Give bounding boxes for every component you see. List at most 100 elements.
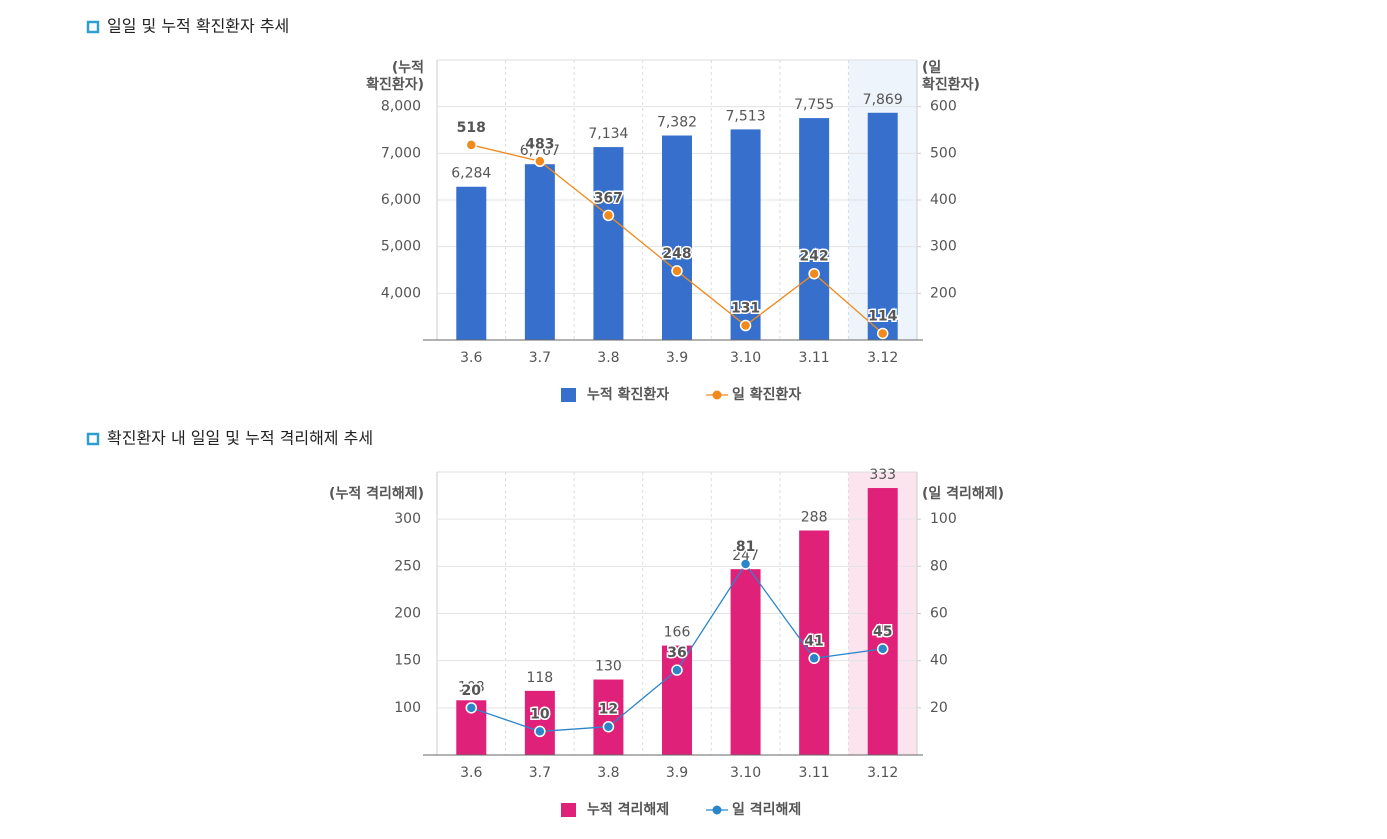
- line-label: 518: [457, 120, 486, 136]
- y2-axis-label: 확진환자): [922, 76, 980, 93]
- line-point: [465, 702, 478, 714]
- y2-tick-label: 400: [930, 192, 957, 208]
- bar-label: 288: [801, 509, 828, 525]
- y2-axis-label: (일: [922, 60, 941, 76]
- y-tick-label: 5,000: [381, 239, 421, 255]
- bar-label: 7,869: [863, 92, 903, 108]
- bar: [662, 645, 692, 755]
- x-tick-label: 3.6: [460, 350, 482, 366]
- line-point: [808, 267, 820, 280]
- bar-label: 166: [664, 625, 691, 641]
- line-label: 45: [873, 624, 892, 640]
- line-label: 41: [804, 633, 823, 649]
- x-tick-label: 3.10: [730, 350, 761, 366]
- bar: [799, 530, 830, 755]
- legend-label: 일 격리해제: [732, 801, 801, 818]
- bar: [730, 569, 761, 755]
- bar-label: 6,284: [451, 166, 491, 182]
- line-point: [602, 209, 615, 222]
- y-axis-label: (누적 격리해제): [329, 485, 424, 502]
- y2-tick-label: 100: [930, 511, 957, 527]
- line-point: [808, 652, 820, 665]
- line-label: 367: [594, 190, 623, 206]
- line-point: [534, 155, 546, 168]
- line-point: [602, 720, 615, 733]
- y-axis-label: (누적: [392, 59, 424, 76]
- y2-tick-label: 20: [930, 700, 948, 716]
- x-tick-label: 3.9: [666, 765, 688, 781]
- y2-tick-label: 500: [930, 145, 957, 161]
- bar-label: 130: [595, 659, 622, 675]
- x-tick-label: 3.9: [666, 350, 688, 366]
- bar-label: 7,134: [588, 126, 628, 142]
- y2-tick-label: 600: [930, 99, 957, 115]
- legend-label: 누적 격리해제: [587, 801, 669, 818]
- x-tick-label: 3.8: [597, 765, 619, 781]
- line-label: 114: [868, 308, 897, 324]
- chart-title: 일일 및 누적 확진환자 추세: [107, 17, 289, 36]
- bar: [799, 118, 830, 340]
- chart-title: 확진환자 내 일일 및 누적 격리해제 추세: [107, 429, 373, 448]
- y-tick-label: 150: [394, 653, 421, 669]
- bar: [524, 690, 555, 755]
- y2-tick-label: 200: [930, 285, 957, 301]
- line-label: 242: [800, 249, 829, 265]
- line-point: [465, 139, 478, 151]
- x-tick-label: 3.8: [597, 350, 619, 366]
- y-tick-label: 300: [394, 511, 421, 527]
- header-icon: [86, 20, 100, 34]
- y-tick-label: 250: [394, 558, 421, 574]
- legend-label: 누적 확진환자: [587, 386, 669, 403]
- bar-label: 333: [869, 467, 896, 483]
- bar: [524, 164, 555, 340]
- bar: [867, 488, 898, 755]
- bar: [867, 112, 898, 340]
- y-tick-label: 6,000: [381, 192, 421, 208]
- x-tick-label: 3.6: [460, 765, 482, 781]
- bar-label: 247: [732, 548, 759, 564]
- bar: [730, 129, 761, 340]
- y-axis-label: 확진환자): [366, 76, 424, 93]
- bar: [456, 186, 487, 340]
- y-tick-label: 4,000: [381, 285, 421, 301]
- bar-label: 7,513: [726, 108, 766, 124]
- line-label: 483: [525, 136, 554, 152]
- line-label: 20: [462, 683, 482, 699]
- legend-swatch: [561, 388, 576, 402]
- bar: [593, 147, 624, 340]
- x-tick-label: 3.12: [867, 350, 898, 366]
- x-tick-label: 3.10: [730, 765, 761, 781]
- line-point: [739, 558, 752, 570]
- y-tick-label: 7,000: [381, 145, 421, 161]
- bar-label: 7,755: [794, 97, 834, 113]
- header-icon: [86, 432, 100, 446]
- x-tick-label: 3.7: [529, 350, 551, 366]
- legend-swatch: [712, 805, 722, 815]
- y2-tick-label: 80: [930, 558, 948, 574]
- line-label: 131: [731, 301, 760, 317]
- x-tick-label: 3.11: [799, 765, 830, 781]
- bar-label: 7,382: [657, 115, 697, 131]
- line-point: [739, 319, 752, 332]
- bar: [662, 135, 692, 340]
- y2-axis-label: (일 격리해제): [922, 485, 1004, 502]
- legend-swatch: [712, 390, 722, 400]
- line-point: [671, 664, 683, 676]
- legend-label: 일 확진환자: [732, 386, 801, 403]
- y2-tick-label: 60: [930, 606, 948, 622]
- bar-label: 118: [526, 670, 553, 686]
- bar: [593, 679, 624, 755]
- line-point: [671, 265, 683, 277]
- x-tick-label: 3.11: [799, 350, 830, 366]
- x-tick-label: 3.12: [867, 765, 898, 781]
- y-tick-label: 200: [394, 606, 421, 622]
- line-point: [876, 643, 889, 655]
- y-tick-label: 100: [394, 700, 421, 716]
- line-label: 12: [599, 702, 618, 718]
- y2-tick-label: 300: [930, 239, 957, 255]
- y-tick-label: 8,000: [381, 99, 421, 115]
- bar-label: 6,767: [520, 143, 560, 159]
- bar-label: 108: [458, 679, 485, 695]
- line-label: 10: [530, 706, 550, 722]
